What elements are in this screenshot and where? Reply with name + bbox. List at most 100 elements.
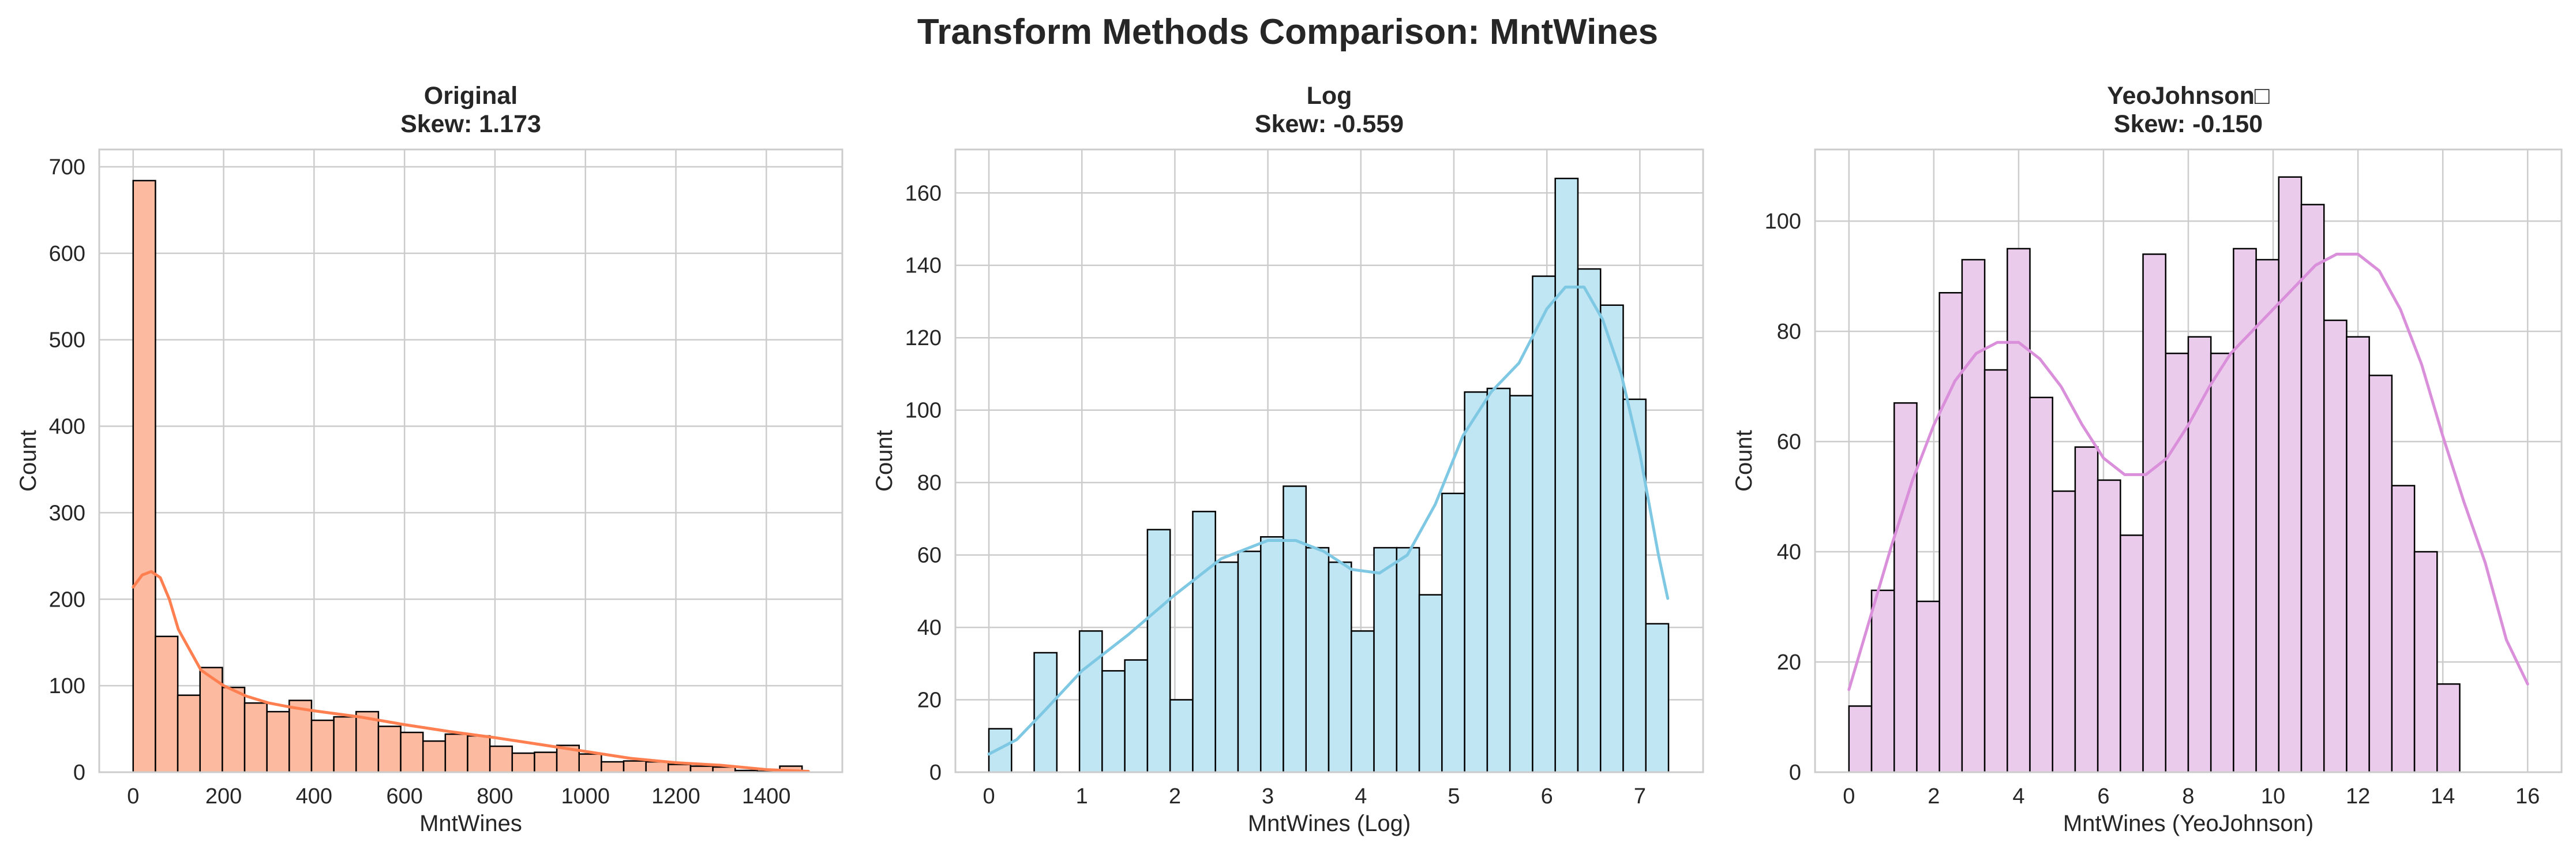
histogram-bar	[1237, 551, 1262, 773]
subplot-panels: 0 200 400 600 800 1000 1200 1400010020030040050…	[16, 82, 2563, 836]
axes-frame	[954, 148, 1704, 773]
histogram-bar	[623, 760, 647, 773]
y-tick-label: 100	[905, 399, 942, 423]
histogram-bar	[1870, 589, 1895, 773]
histogram-bar	[1396, 547, 1420, 773]
histogram-bar	[601, 761, 625, 773]
histogram-bar	[2007, 248, 2031, 773]
histogram-bar	[2368, 375, 2393, 773]
y-tick-label: 100	[49, 674, 85, 698]
histogram-bar	[1259, 536, 1284, 773]
histogram-bar	[1983, 369, 2008, 773]
y-tick-label: 60	[1777, 430, 1801, 454]
subplot-subtitle: Skew: -0.559	[1255, 110, 1404, 138]
x-tick-label: 1200	[651, 784, 700, 809]
histogram-bar	[988, 728, 1013, 773]
y-axis-label: Count	[16, 430, 41, 492]
histogram-bar	[2097, 479, 2121, 773]
histogram-bar	[2165, 353, 2189, 773]
histogram-bar	[2278, 176, 2303, 773]
x-tick-label: 400	[296, 784, 332, 809]
histogram-bar	[1554, 177, 1579, 773]
y-tick-label: 600	[49, 242, 85, 266]
x-tick-label: 7	[1634, 784, 1646, 809]
histogram-bar	[1169, 699, 1194, 773]
histogram-bar	[1101, 670, 1126, 773]
histogram-bar	[1848, 705, 1873, 773]
x-tick-label: 8	[2182, 784, 2194, 809]
histogram-bar	[422, 740, 447, 773]
histogram-bar	[266, 710, 290, 773]
histogram-bar	[2142, 253, 2167, 773]
x-tick-label: 600	[386, 784, 422, 809]
histogram-bar	[668, 764, 692, 773]
subplot-1: 0 200 400 600 800 1000 1200 1400 0 100 200 300 400 50…	[16, 82, 843, 836]
y-tick-label: 100	[1765, 209, 1801, 234]
x-tick-label: 1000	[561, 784, 610, 809]
histogram-bar	[1124, 659, 1149, 773]
histogram-bar	[1645, 623, 1670, 773]
histogram-bar	[444, 733, 468, 773]
x-tick-label: 2	[1928, 784, 1940, 809]
histogram-bar	[1078, 630, 1103, 773]
kde-line	[987, 285, 1670, 756]
histogram-bar	[400, 731, 424, 773]
kde-line	[1847, 252, 2529, 691]
histogram-bar	[2323, 319, 2348, 773]
histogram-bar	[2233, 248, 2257, 773]
histogram-bar	[2074, 446, 2099, 773]
histogram-bar	[2210, 353, 2234, 773]
histogram-bar	[1441, 492, 1465, 773]
y-tick-label: 80	[917, 471, 942, 495]
x-tick-label: 800	[477, 784, 513, 809]
y-tick-label: 140	[905, 254, 942, 278]
histogram-bar	[2391, 485, 2416, 773]
subplot-subtitle: Skew: -0.150	[2114, 110, 2263, 138]
histogram-bar	[1305, 547, 1330, 773]
histogram-bar	[2300, 204, 2325, 773]
histogram-bar	[1916, 600, 1940, 773]
histogram-bar	[1192, 511, 1216, 773]
subplot-title: Original	[424, 82, 518, 110]
histogram-bar	[1328, 561, 1352, 773]
y-tick-label: 60	[917, 544, 942, 568]
histogram-bar	[2120, 534, 2144, 773]
y-tick-label: 700	[49, 155, 85, 179]
histogram-bar	[199, 667, 223, 773]
axes-frame	[1814, 148, 2563, 773]
x-tick-label: 200	[205, 784, 242, 809]
x-tick-label: 12	[2346, 784, 2370, 809]
histogram-bar	[534, 751, 558, 773]
x-tick-label: 10	[2261, 784, 2285, 809]
y-tick-label: 300	[49, 501, 85, 525]
x-tick-label: 14	[2431, 784, 2455, 809]
histogram-bar	[2413, 551, 2438, 773]
histogram-bar	[1033, 652, 1058, 773]
histogram-bar	[310, 719, 335, 773]
histogram-bar	[1961, 259, 1986, 773]
y-tick-label: 20	[1777, 650, 1801, 675]
histogram-bar	[1418, 594, 1443, 773]
subplot-title: YeoJohnson□	[2107, 82, 2270, 110]
figure-suptitle: Transform Methods Comparison: MntWines	[917, 12, 1658, 52]
histogram-bar	[132, 179, 156, 773]
subplot-3: 0 2 4 6 8 10 12 14 16 0 20 40 60 80 100 YeoJohnson□Skew…	[1731, 82, 2563, 836]
x-tick-label: 0	[983, 784, 995, 809]
x-tick-label: 0	[1843, 784, 1855, 809]
histogram-bar	[333, 716, 357, 773]
kde-line	[132, 570, 810, 773]
histogram-bar	[1938, 292, 1963, 773]
histogram-bar	[1622, 398, 1647, 773]
histogram-bar	[222, 686, 246, 773]
histogram-bar	[511, 752, 535, 773]
x-tick-label: 4	[1355, 784, 1367, 809]
histogram-bar	[1146, 529, 1171, 773]
y-tick-label: 160	[905, 181, 942, 205]
x-axis-label: MntWines (Log)	[1248, 811, 1411, 836]
histogram-bar	[1599, 304, 1624, 773]
histogram-bar	[2436, 683, 2461, 773]
x-tick-label: 2	[1169, 784, 1181, 809]
x-tick-label: 6	[2097, 784, 2109, 809]
